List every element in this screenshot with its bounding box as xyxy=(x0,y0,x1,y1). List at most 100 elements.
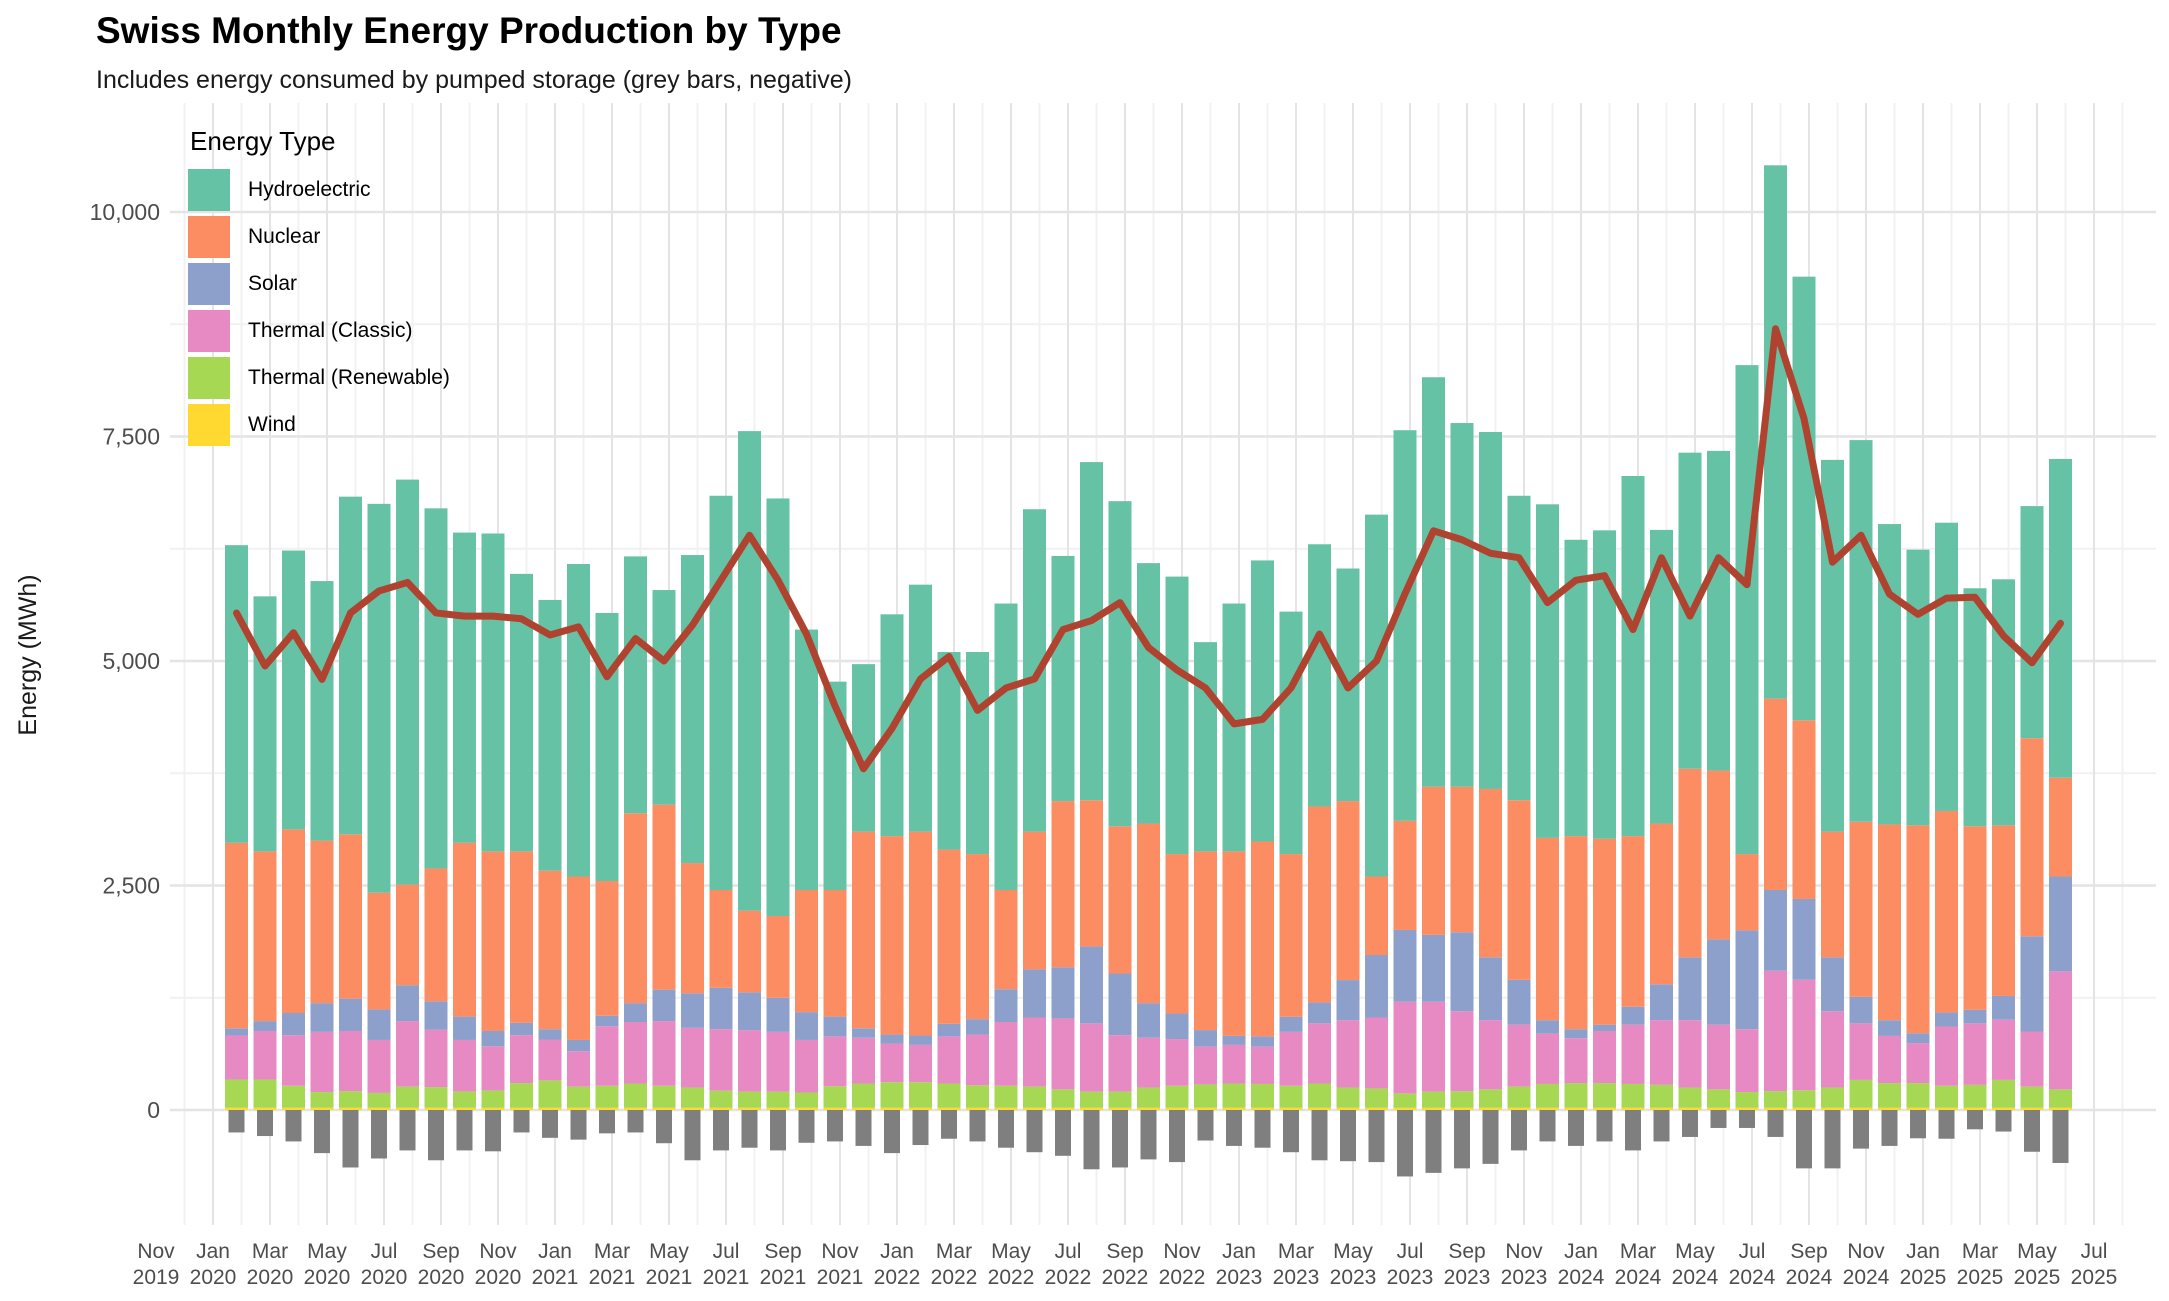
stacked-bar-segment xyxy=(1479,1089,1502,1108)
y-tick-label: 2,500 xyxy=(102,873,160,899)
stacked-bar-segment xyxy=(1621,1107,1645,1110)
stacked-bar-segment xyxy=(225,1079,248,1108)
pumped-storage-bar xyxy=(798,1110,815,1143)
stacked-bar-segment xyxy=(1764,698,1787,890)
stacked-bar-segment xyxy=(510,1083,533,1108)
stacked-bar-segment xyxy=(225,545,248,843)
stacked-bar-segment xyxy=(1365,514,1388,877)
stacked-bar-segment xyxy=(823,1016,847,1037)
stacked-bar-segment xyxy=(738,1030,761,1092)
stacked-bar-segment xyxy=(681,863,704,994)
stacked-bar-segment xyxy=(481,1107,505,1110)
x-tick-label: Nov xyxy=(1505,1240,1543,1263)
x-tick-label: Jan xyxy=(1906,1240,1940,1263)
stacked-bar-segment xyxy=(1422,377,1445,787)
stacked-bar-segment xyxy=(1935,1085,1958,1108)
stacked-bar-segment xyxy=(1650,1020,1673,1085)
stacked-bar-segment xyxy=(795,1012,818,1040)
stacked-bar-segment xyxy=(966,1085,989,1108)
stacked-bar-segment xyxy=(709,495,733,890)
stacked-bar-segment xyxy=(823,681,847,890)
x-tick-label-year: 2020 xyxy=(361,1266,408,1289)
stacked-bar-segment xyxy=(1165,1013,1189,1040)
pumped-storage-bar xyxy=(1197,1110,1214,1141)
stacked-bar-segment xyxy=(367,1107,391,1110)
stacked-bar-segment xyxy=(709,1029,733,1091)
stacked-bar-segment xyxy=(2049,1107,2072,1110)
stacked-bar-segment xyxy=(282,1035,305,1086)
stacked-bar-segment xyxy=(538,1029,562,1040)
stacked-bar-segment xyxy=(624,1003,647,1022)
stacked-bar-segment xyxy=(538,1039,562,1081)
stacked-bar-segment xyxy=(453,1016,476,1040)
stacked-bar-segment xyxy=(709,987,733,1030)
pumped-storage-bar xyxy=(1368,1110,1385,1163)
stacked-bar-segment xyxy=(1251,560,1274,842)
stacked-bar-segment xyxy=(1878,1035,1901,1084)
stacked-bar-segment xyxy=(282,550,305,830)
hydroelectric-swatch-icon xyxy=(188,169,230,211)
stacked-bar-segment xyxy=(738,1107,761,1110)
stacked-bar-segment xyxy=(994,1107,1018,1110)
stacked-bar-segment xyxy=(1450,1011,1474,1092)
stacked-bar-segment xyxy=(1764,1091,1787,1108)
stacked-bar-segment xyxy=(1194,851,1217,1031)
stacked-bar-segment xyxy=(1536,504,1559,838)
stacked-bar-segment xyxy=(367,1092,391,1108)
x-tick-label-year: 2024 xyxy=(1786,1266,1833,1289)
stacked-bar-segment xyxy=(595,1015,619,1027)
pumped-storage-bar xyxy=(1568,1110,1584,1146)
x-tick-label-year: 2019 xyxy=(133,1266,180,1289)
stacked-bar-segment xyxy=(1650,823,1673,985)
stacked-bar-segment xyxy=(1650,1107,1673,1110)
stacked-bar-segment xyxy=(1165,854,1189,1014)
stacked-bar-segment xyxy=(795,1107,818,1110)
stacked-bar-segment xyxy=(1878,1107,1901,1110)
stacked-bar-segment xyxy=(681,1107,704,1110)
stacked-bar-segment xyxy=(624,813,647,1004)
stacked-bar-segment xyxy=(1650,529,1673,824)
stacked-bar-segment xyxy=(966,1019,989,1035)
stacked-bar-segment xyxy=(1422,1091,1445,1108)
stacked-bar-segment xyxy=(225,842,248,1029)
overlay-line xyxy=(233,325,2064,773)
x-tick-label-year: 2021 xyxy=(532,1266,579,1289)
page-subtitle: Includes energy consumed by pumped stora… xyxy=(96,66,852,94)
stacked-bar-segment xyxy=(766,1107,790,1110)
pumped-storage-bar xyxy=(998,1110,1014,1148)
thermal-renewable-swatch-icon xyxy=(188,357,230,399)
x-tick-label-year: 2020 xyxy=(475,1266,522,1289)
x-tick-label-year: 2023 xyxy=(1273,1266,1320,1289)
x-tick-label: Jul xyxy=(713,1240,740,1263)
x-tick-label: Mar xyxy=(936,1240,972,1263)
stacked-bar-segment xyxy=(738,992,761,1031)
pumped-storage-bar xyxy=(713,1110,729,1151)
x-tick-label: Nov xyxy=(1163,1240,1201,1263)
stacked-bar-segment xyxy=(1023,1086,1046,1108)
stacked-bar-segment xyxy=(1735,1107,1759,1110)
pumped-storage-bar xyxy=(485,1110,501,1152)
x-tick-label: Nov xyxy=(821,1240,859,1263)
stacked-bar-segment xyxy=(453,842,476,1017)
pumped-storage-bar xyxy=(1910,1110,1926,1139)
stacked-bar-segment xyxy=(595,1026,619,1086)
stacked-bar-segment xyxy=(1507,1107,1531,1110)
stacked-bar-segment xyxy=(1735,365,1759,855)
stacked-bar-segment xyxy=(510,1107,533,1110)
pumped-storage-bar xyxy=(1169,1110,1185,1163)
y-tick-label: 0 xyxy=(147,1097,160,1123)
stacked-bar-segment xyxy=(1593,1107,1616,1110)
stacked-bar-segment xyxy=(1821,831,1844,958)
stacked-bar-segment xyxy=(1479,957,1502,1021)
stacked-bar-segment xyxy=(1051,1107,1075,1110)
pumped-storage-bar xyxy=(1226,1110,1242,1146)
stacked-bar-segment xyxy=(1308,1023,1331,1084)
stacked-bar-segment xyxy=(1593,1030,1616,1084)
x-tick-label-year: 2023 xyxy=(1501,1266,1548,1289)
stacked-bar-segment xyxy=(1450,932,1474,1012)
stacked-bar-segment xyxy=(310,1031,334,1093)
stacked-bar-segment xyxy=(994,889,1018,990)
stacked-bar-segment xyxy=(2049,1089,2072,1108)
stacked-bar-segment xyxy=(424,868,448,1002)
pumped-storage-bar xyxy=(1938,1110,1955,1139)
